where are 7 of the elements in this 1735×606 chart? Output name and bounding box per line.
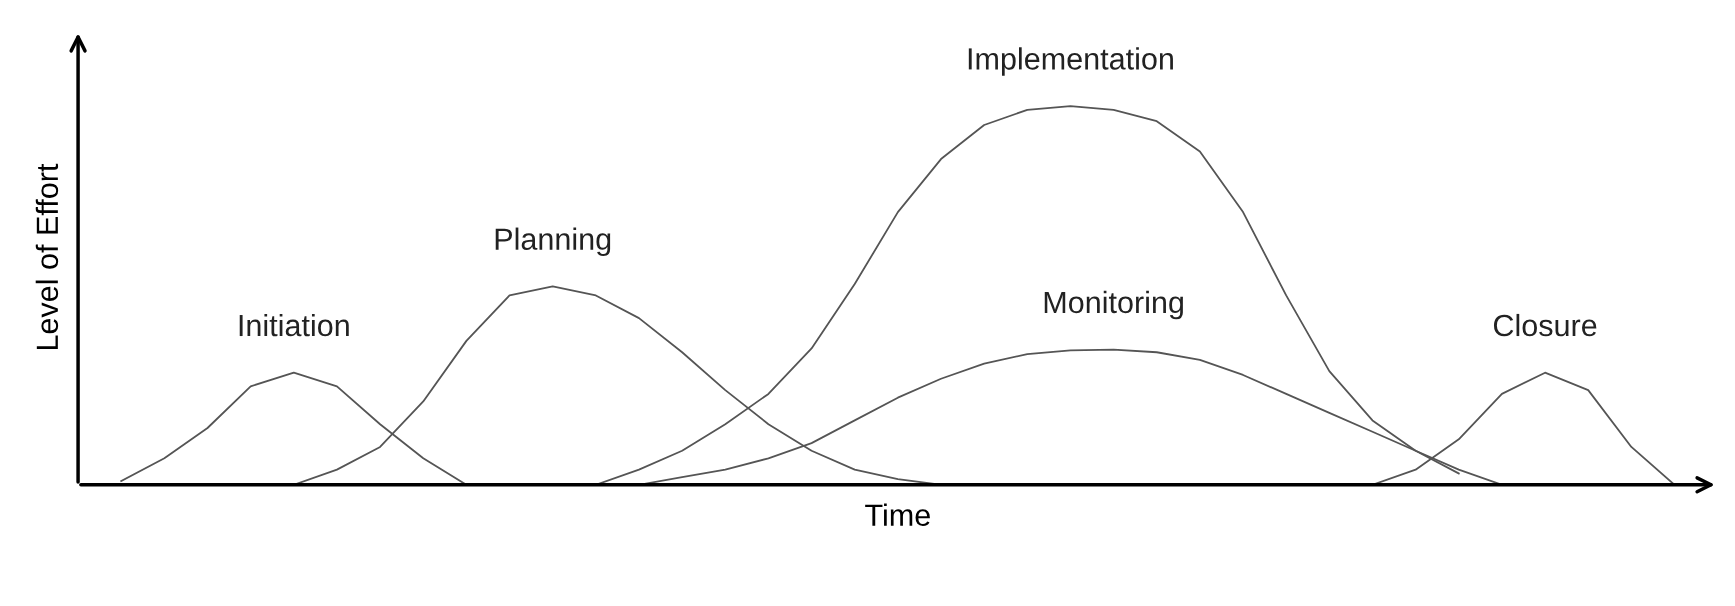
series-label: Initiation bbox=[239, 313, 349, 337]
series-label: Implementation bbox=[968, 47, 1173, 76]
x-axis-title: Time bbox=[865, 503, 930, 526]
series-label: Closure bbox=[1493, 313, 1597, 337]
y-axis-title: Level of Effort bbox=[35, 163, 59, 350]
series-label: Monitoring bbox=[1044, 290, 1183, 320]
series-label: Planning bbox=[495, 227, 611, 257]
